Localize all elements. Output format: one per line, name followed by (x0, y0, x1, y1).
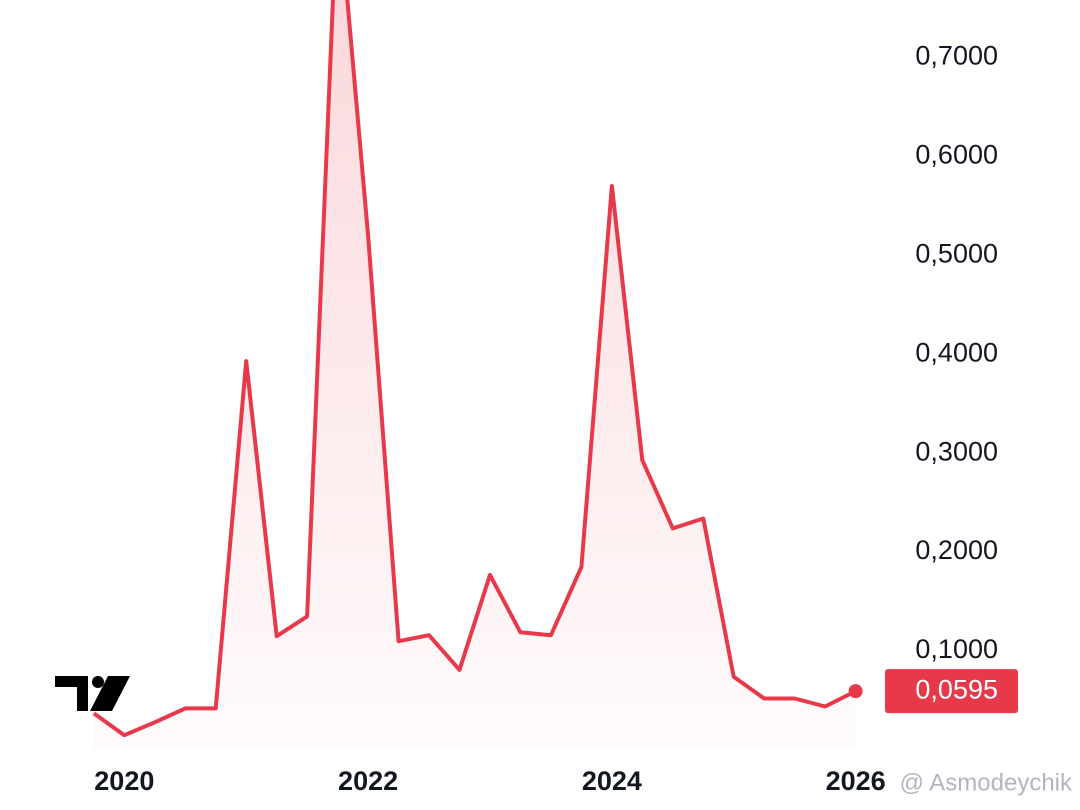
plot-area (92, 0, 857, 750)
y-tick-label: 0,2000 (915, 535, 998, 565)
last-point (848, 684, 863, 699)
watermark: @ Asmodeychik (900, 769, 1073, 796)
y-tick-label: 0,7000 (915, 41, 998, 71)
x-tick-label: 2024 (582, 766, 642, 796)
area-fill (93, 0, 856, 750)
y-tick-label: 0,6000 (915, 139, 998, 169)
x-tick-label: 2020 (94, 766, 154, 796)
price-label-box (885, 669, 1018, 714)
logo (55, 676, 130, 711)
price-label: 0,0595 (915, 674, 998, 704)
y-tick-label: 0,5000 (915, 238, 998, 268)
x-tick-label: 2022 (338, 766, 398, 796)
x-tick-label: 2026 (826, 766, 886, 796)
y-tick-label: 0,1000 (915, 634, 998, 664)
y-tick-label: 0,4000 (915, 337, 998, 367)
y-tick-label: 0,3000 (915, 436, 998, 466)
line (92, 0, 857, 738)
